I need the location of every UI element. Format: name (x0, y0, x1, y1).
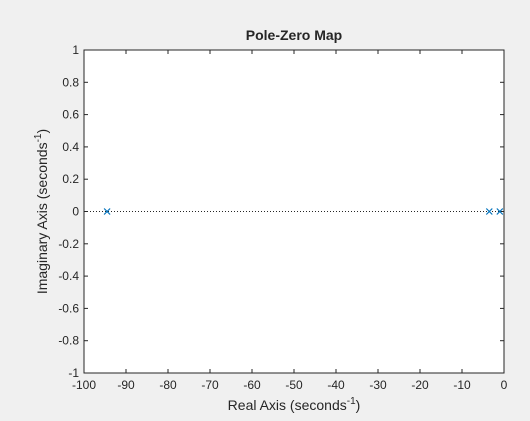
y-axis-title-tail: ) (34, 129, 50, 134)
y-tick-label: 1 (72, 43, 79, 57)
pole-marker (103, 208, 111, 215)
x-tick-label: 0 (501, 378, 508, 392)
x-axis-title: Real Axis (seconds-1) (228, 396, 361, 413)
pole-marker (485, 208, 493, 215)
y-tick-label: -0.8 (58, 334, 79, 348)
y-tick-label: -0.2 (58, 237, 79, 251)
y-tick-label: 0.2 (62, 172, 79, 186)
y-tick-label: 0 (72, 205, 79, 219)
x-tick-label: -10 (453, 378, 471, 392)
y-tick-label: 0.8 (62, 75, 79, 89)
chart-title: Pole-Zero Map (246, 27, 342, 43)
x-tick-label: -70 (201, 378, 219, 392)
x-tick-label: -100 (72, 378, 96, 392)
x-tick-label: -20 (411, 378, 429, 392)
y-tick-label: -0.4 (58, 269, 79, 283)
y-axis-title: Imaginary Axis (seconds-1) (33, 129, 50, 294)
x-axis-title-sup: -1 (347, 396, 356, 407)
x-tick-label: -90 (117, 378, 135, 392)
y-axis-title-sup: -1 (33, 133, 44, 142)
y-tick-label: -0.6 (58, 301, 79, 315)
pole-marker (496, 208, 504, 215)
x-tick-label: -50 (285, 378, 303, 392)
y-tick-label: 0.6 (62, 108, 79, 122)
pole-marker-layer (103, 208, 504, 215)
tick-layer: -100 -90 -80 -70 -60 -50 -40 -30 -20 -10 0-1-0.8-0… (58, 43, 507, 392)
y-tick-label: -1 (68, 366, 79, 380)
x-axis-title-main: Real Axis (seconds (228, 397, 347, 413)
y-tick-label: 0.4 (62, 140, 79, 154)
x-tick-label: -60 (243, 378, 261, 392)
y-axis-title-main: Imaginary Axis (seconds (34, 142, 50, 294)
x-tick-label: -80 (159, 378, 177, 392)
x-axis-title-tail: ) (356, 397, 361, 413)
x-tick-label: -30 (369, 378, 387, 392)
x-tick-label: -40 (327, 378, 345, 392)
